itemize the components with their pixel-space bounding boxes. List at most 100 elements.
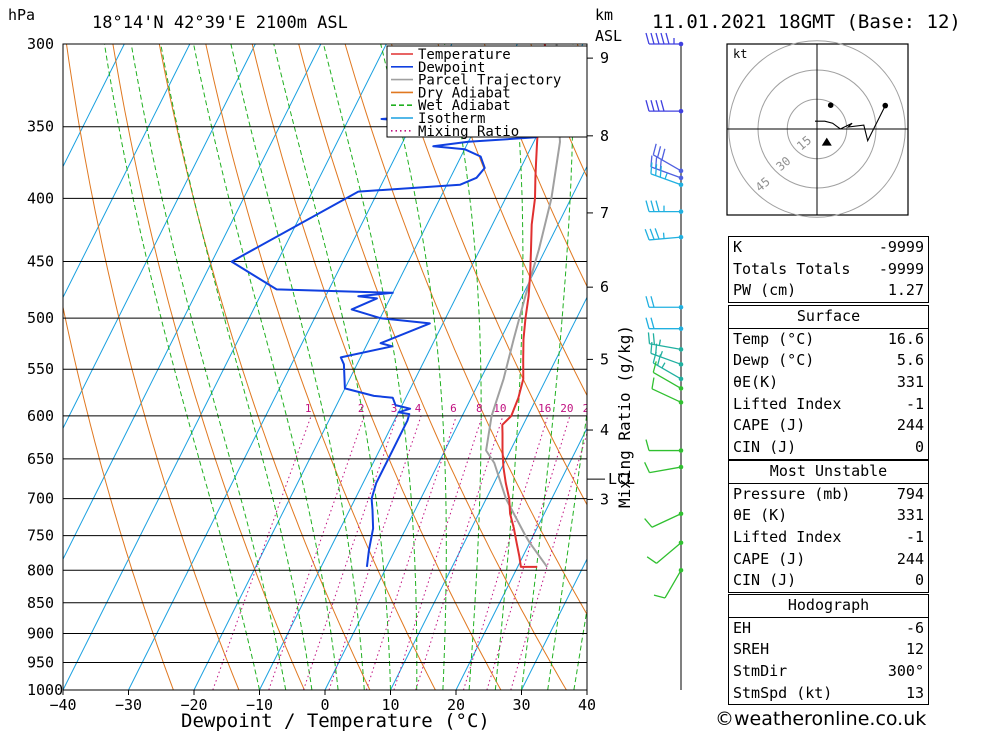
surface-cape-row: CAPE (J) 244 bbox=[733, 416, 924, 435]
pressure-tick-label: 600 bbox=[27, 407, 54, 425]
mixing-ratio-label: 2 bbox=[358, 402, 365, 415]
pressure-tick-label: 300 bbox=[27, 35, 54, 53]
hodograph-params-panel: Hodograph EH -6 SREH 12 StmDir 300° StmSpd … bbox=[728, 594, 929, 706]
pressure-tick-label: 650 bbox=[27, 450, 54, 468]
km-tick-label: 9 bbox=[600, 49, 609, 67]
most-unstable-panel: Most Unstable Pressure (mb) 794 θE (K) 331… bbox=[728, 460, 929, 594]
stmspd-row: StmSpd (kt) 13 bbox=[733, 683, 924, 702]
wind-barb bbox=[653, 567, 684, 599]
surface-temp-row: Temp (°C) 16.6 bbox=[729, 327, 928, 351]
pressure-tick-label: 350 bbox=[27, 118, 54, 136]
wind-barb bbox=[647, 332, 684, 352]
legend-entry: Mixing Ratio bbox=[418, 124, 519, 140]
k-index-row: K -9999 bbox=[733, 238, 924, 256]
wind-barb bbox=[644, 462, 684, 474]
surface-cin-row: CIN (J) 0 bbox=[733, 438, 924, 457]
mixing-ratio-label: 4 bbox=[415, 402, 422, 415]
legend-entry: Dewpoint bbox=[418, 60, 485, 76]
wind-barb bbox=[644, 511, 684, 528]
axes: −40 −30 −20 −10 0 10 20 30 40 9 8 7 6 5 4 3 LCL bbox=[49, 49, 635, 714]
pressure-tick-label: 950 bbox=[27, 653, 54, 671]
wind-barb bbox=[645, 296, 684, 310]
km-tick-label: 4 bbox=[600, 421, 609, 439]
pressure-tick-label: 700 bbox=[27, 490, 54, 508]
mixing-ratio-line bbox=[212, 415, 312, 690]
wind-barb bbox=[646, 540, 684, 564]
pressure-tick-label: 1000 bbox=[27, 681, 63, 699]
isotherm-line bbox=[63, 44, 125, 168]
temperature-line bbox=[501, 44, 547, 568]
x-tick-label: −10 bbox=[246, 696, 273, 714]
x-tick-label: 0 bbox=[320, 696, 329, 714]
mu-cin-row: CIN (J) 0 bbox=[733, 571, 924, 590]
mixing-ratio-label: 10 bbox=[493, 402, 506, 415]
x-axis-label: Dewpoint / Temperature (°C) bbox=[181, 710, 490, 732]
stmdir-row: StmDir 300° bbox=[733, 662, 924, 681]
legend-entry: Parcel Trajectory bbox=[418, 73, 561, 89]
dry-adiabat-line bbox=[298, 44, 567, 690]
totals-totals-row: Totals Totals -9999 bbox=[733, 259, 924, 278]
isotherm-line bbox=[324, 165, 587, 690]
mixing-ratio-label: 16 bbox=[538, 402, 551, 415]
mixing-ratio-label: 25 bbox=[583, 402, 596, 415]
dry-adiabat-line bbox=[66, 44, 240, 690]
pressure-tick-label: 750 bbox=[27, 527, 54, 545]
mixing-ratio-label: 8 bbox=[476, 402, 483, 415]
km-tick-label: 6 bbox=[600, 278, 609, 296]
parcel-trajectory-line bbox=[485, 44, 561, 568]
mu-pressure-row: Pressure (mb) 794 bbox=[729, 482, 928, 506]
km-tick-label: 3 bbox=[600, 490, 609, 508]
dry-adiabat-line bbox=[391, 44, 587, 506]
dry-adiabat-line bbox=[483, 44, 587, 288]
pressure-tick-label: 450 bbox=[27, 253, 54, 271]
wind-barb bbox=[650, 162, 684, 188]
pressure-tick-label: 900 bbox=[27, 624, 54, 642]
x-tick-label: 10 bbox=[381, 696, 399, 714]
mixing-ratio-label: 6 bbox=[450, 402, 457, 415]
km-tick-label: 7 bbox=[600, 204, 609, 222]
wet-adiabat-line bbox=[444, 44, 482, 690]
isotherm-line bbox=[63, 44, 387, 690]
wet-adiabat-line bbox=[573, 606, 587, 690]
surface-theta-row: θE(K) 331 bbox=[733, 373, 924, 392]
isotherm-line bbox=[63, 44, 322, 561]
legend-entry: Wet Adiabat bbox=[418, 98, 511, 114]
surface-panel: Surface Temp (°C) 16.6 Dewp (°C) 5.6 θE(K)… bbox=[728, 305, 929, 460]
wind-barb bbox=[645, 32, 684, 47]
dry-adiabat-line bbox=[251, 44, 502, 690]
lcl-label: LCL bbox=[608, 470, 635, 488]
location-title: 18°14'N 42°39'E 2100m ASL bbox=[92, 13, 348, 33]
hodograph-trace bbox=[815, 105, 886, 143]
pressure-tick-label: 550 bbox=[27, 360, 54, 378]
dry-adiabat-line bbox=[949, 44, 1000, 690]
eh-row: EH -6 bbox=[729, 616, 928, 640]
legend-entry: Dry Adiabat bbox=[418, 85, 511, 101]
km-tick-label: 8 bbox=[600, 127, 609, 145]
pressure-tick-label: 500 bbox=[27, 309, 54, 327]
dry-adiabat-line bbox=[995, 44, 1000, 690]
legend-entry: Temperature bbox=[418, 47, 511, 63]
most-unstable-title: Most Unstable bbox=[769, 462, 888, 480]
wet-adiabat-line bbox=[323, 44, 418, 690]
wind-barb bbox=[645, 317, 684, 332]
isotherm-line bbox=[455, 427, 587, 690]
mu-cape-row: CAPE (J) 244 bbox=[733, 549, 924, 568]
wind-barb bbox=[651, 377, 684, 405]
wind-barb bbox=[644, 228, 684, 241]
isotherm-line bbox=[63, 44, 256, 430]
wind-barb bbox=[645, 439, 684, 453]
hodograph-storm-point bbox=[827, 102, 834, 108]
surface-title: Surface bbox=[796, 307, 861, 325]
x-tick-label: −30 bbox=[115, 696, 142, 714]
wind-barb bbox=[652, 143, 684, 174]
x-tick-label: 40 bbox=[578, 696, 596, 714]
isotherm-line bbox=[128, 44, 453, 690]
surface-li-row: Lifted Index -1 bbox=[733, 394, 924, 413]
dry-adiabat-line bbox=[437, 44, 587, 397]
mu-theta-row: θE (K) 331 bbox=[733, 506, 924, 525]
x-tick-label: −20 bbox=[180, 696, 207, 714]
pw-row: PW (cm) 1.27 bbox=[733, 281, 924, 300]
pressure-tick-label: 850 bbox=[27, 594, 54, 612]
